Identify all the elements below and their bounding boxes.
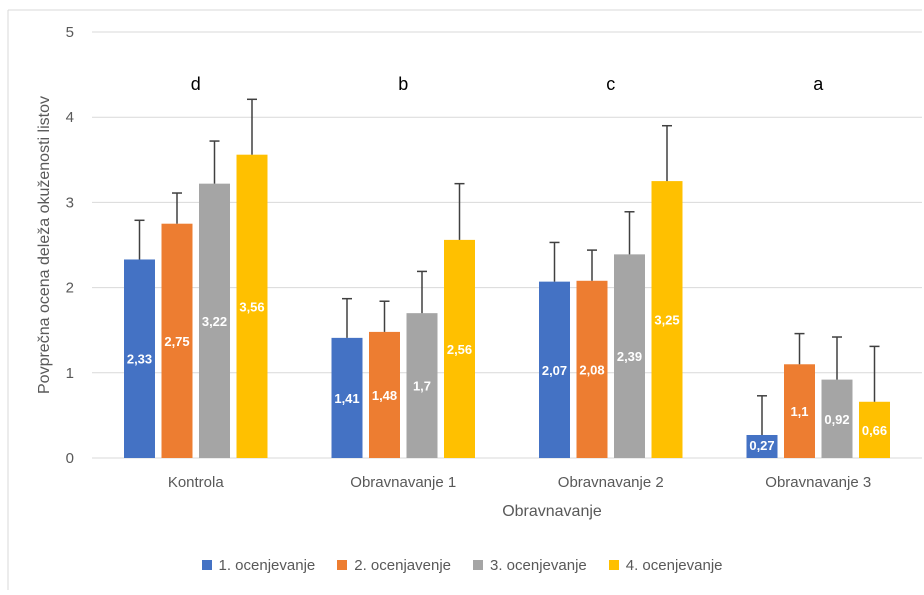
data-label: 1,48: [372, 388, 397, 403]
x-tick-label: Obravnavanje 3: [765, 474, 871, 491]
bar: [236, 154, 268, 459]
legend-swatch: [473, 560, 483, 570]
legend-item: 3. ocenjevanje: [473, 557, 587, 574]
legend-swatch: [608, 560, 619, 570]
group-letter: a: [813, 74, 824, 94]
x-tick-label: Obravnavanje 1: [350, 474, 456, 491]
bar: [369, 331, 400, 458]
y-tick-label: 5: [66, 24, 74, 41]
legend-swatch: [201, 560, 212, 570]
y-tick-label: 0: [66, 450, 74, 467]
data-label: 1,41: [334, 391, 359, 406]
data-label: 0,66: [862, 423, 887, 438]
legend: 1. ocenjevanje 2. ocenjavenje 3. ocenjevan…: [0, 553, 924, 577]
bar: [406, 313, 438, 458]
legend-item: 2. ocenjavenje: [337, 557, 451, 574]
bar: [784, 364, 815, 458]
y-axis-title: Povprečna ocena deleža okuženosti listov: [36, 96, 53, 394]
y-tick-label: 3: [66, 194, 74, 211]
bar: [859, 401, 890, 458]
bar: [539, 281, 570, 458]
data-label: 0,27: [749, 438, 774, 453]
bar: [614, 254, 645, 458]
data-label: 1,1: [790, 404, 808, 419]
y-tick-label: 1: [66, 365, 74, 382]
legend-label: 1. ocenjevanje: [218, 556, 316, 574]
legend-label: 4. ocenjevanje: [625, 556, 723, 574]
x-tick-label: Obravnavanje 2: [558, 474, 664, 491]
data-label: 2,39: [617, 349, 642, 364]
bar: [746, 434, 778, 458]
legend-item: 1. ocenjevanje: [201, 556, 316, 574]
y-tick-label: 2: [66, 280, 74, 297]
data-label: 2,56: [447, 342, 472, 357]
bar: [651, 181, 683, 458]
x-tick-label: Kontrola: [168, 474, 225, 491]
data-label: 3,22: [202, 314, 227, 329]
data-label: 3,25: [654, 313, 679, 328]
bar: [124, 259, 155, 458]
y-tick-label: 4: [66, 109, 74, 126]
bar: [444, 239, 475, 458]
legend-label: 2. ocenjavenje: [354, 556, 451, 574]
data-label: 2,33: [127, 352, 152, 367]
group-letter: c: [606, 74, 615, 94]
group-letter: b: [398, 74, 408, 94]
data-label: 3,56: [239, 299, 264, 314]
legend-item: 4. ocenjevanje: [608, 556, 723, 574]
data-label: 2,07: [542, 363, 567, 378]
data-label: 2,08: [579, 362, 604, 377]
data-label: 2,75: [164, 334, 189, 349]
bar: [331, 337, 363, 458]
bar: [576, 280, 608, 458]
x-axis-title: Obravnavanje: [502, 503, 602, 520]
data-label: 1,7: [413, 379, 431, 394]
group-letter: d: [191, 74, 201, 94]
bar: [161, 223, 193, 458]
legend-swatch: [337, 560, 348, 570]
legend-label: 3. ocenjevanje: [490, 556, 587, 574]
data-label: 0,92: [824, 412, 849, 427]
bar: [821, 379, 853, 458]
bar: [199, 183, 230, 458]
